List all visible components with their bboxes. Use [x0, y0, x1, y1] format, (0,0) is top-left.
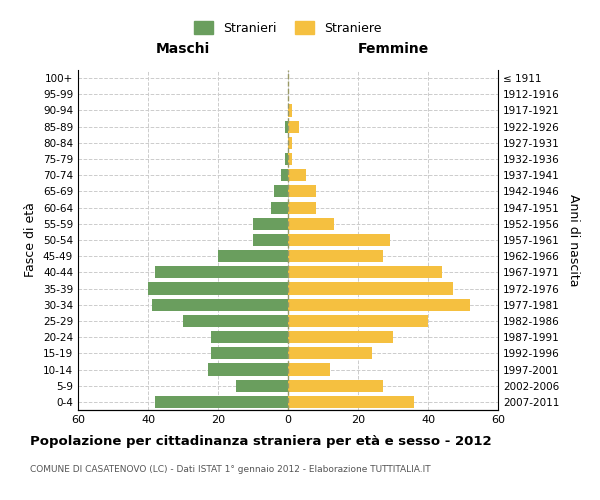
- Bar: [288, 298, 470, 311]
- Bar: [148, 282, 288, 294]
- Y-axis label: Anni di nascita: Anni di nascita: [568, 194, 580, 286]
- Bar: [288, 153, 292, 165]
- Text: Popolazione per cittadinanza straniera per età e sesso - 2012: Popolazione per cittadinanza straniera p…: [30, 435, 491, 448]
- Y-axis label: Fasce di età: Fasce di età: [25, 202, 37, 278]
- Bar: [288, 380, 383, 392]
- Bar: [208, 364, 288, 376]
- Bar: [281, 169, 288, 181]
- Bar: [218, 250, 288, 262]
- Bar: [155, 396, 288, 408]
- Bar: [284, 120, 288, 132]
- Bar: [211, 331, 288, 343]
- Bar: [288, 266, 442, 278]
- Bar: [288, 315, 428, 327]
- Legend: Stranieri, Straniere: Stranieri, Straniere: [190, 16, 386, 40]
- Bar: [155, 266, 288, 278]
- Text: Femmine: Femmine: [358, 42, 428, 56]
- Bar: [288, 396, 414, 408]
- Bar: [288, 218, 334, 230]
- Bar: [253, 234, 288, 246]
- Bar: [211, 348, 288, 360]
- Bar: [151, 298, 288, 311]
- Bar: [288, 186, 316, 198]
- Bar: [235, 380, 288, 392]
- Bar: [288, 202, 316, 213]
- Bar: [288, 364, 330, 376]
- Bar: [288, 104, 292, 117]
- Bar: [284, 153, 288, 165]
- Bar: [288, 331, 393, 343]
- Bar: [288, 348, 372, 360]
- Bar: [271, 202, 288, 213]
- Bar: [288, 120, 299, 132]
- Bar: [253, 218, 288, 230]
- Text: COMUNE DI CASATENOVO (LC) - Dati ISTAT 1° gennaio 2012 - Elaborazione TUTTITALIA: COMUNE DI CASATENOVO (LC) - Dati ISTAT 1…: [30, 465, 431, 474]
- Bar: [288, 234, 389, 246]
- Bar: [288, 282, 452, 294]
- Bar: [288, 137, 292, 149]
- Bar: [288, 250, 383, 262]
- Text: Maschi: Maschi: [156, 42, 210, 56]
- Bar: [288, 169, 305, 181]
- Bar: [274, 186, 288, 198]
- Bar: [183, 315, 288, 327]
